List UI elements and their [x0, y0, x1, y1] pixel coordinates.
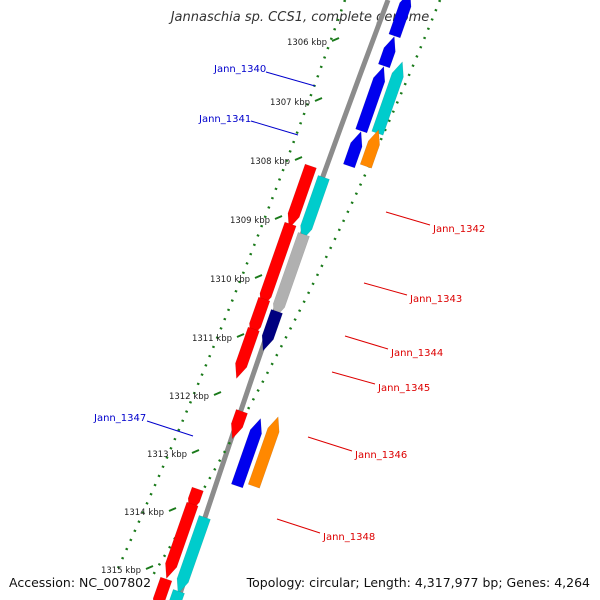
tick-label: 1312 kbp [169, 392, 209, 402]
gene-leader-line [363, 282, 408, 296]
accession-text: Accession: NC_007802 [9, 575, 152, 590]
tick-mark [145, 565, 154, 570]
cog-orange-jann1347 [247, 416, 280, 489]
cds-reverse [152, 576, 173, 600]
cds-reverse-jann1348 [165, 501, 199, 580]
tick-label: 1306 kbp [287, 38, 327, 48]
tick-label: 1310 kbp [210, 275, 250, 285]
tick-label: 1309 kbp [230, 216, 270, 226]
tick-mark [314, 97, 323, 102]
cog-orange-jann1341 [359, 129, 380, 169]
cds-reverse-jann1346 [231, 409, 248, 440]
gene-label: Jann_1342 [432, 224, 485, 235]
tick-label: 1311 kbp [192, 334, 232, 344]
gene-leader-line [344, 335, 389, 350]
tick-mark [331, 37, 340, 42]
gene-label: Jann_1340 [213, 64, 266, 75]
tick-mark [168, 507, 177, 512]
gene-label: Jann_1346 [354, 450, 407, 461]
gene-label: Jann_1348 [322, 532, 375, 543]
tick-label: 1308 kbp [250, 157, 290, 167]
cds-forward-jann1341 [343, 130, 363, 169]
tick-label: 1314 kbp [124, 508, 164, 518]
cog-cyan [169, 589, 185, 600]
gene-leader-line [276, 518, 321, 534]
genome-summary-text: Topology: circular; Length: 4,317,977 bp… [246, 575, 590, 590]
tick-mark [213, 391, 222, 396]
gene-label: Jann_1345 [377, 383, 430, 394]
gene-leader-line [307, 436, 353, 452]
cds-forward-jann1347 [231, 417, 262, 489]
cog-cyan-jann1342 [300, 175, 330, 242]
gene-leader-line [265, 71, 316, 87]
tick-label: 1313 kbp [147, 450, 187, 460]
gene-label: Jann_1344 [390, 348, 443, 359]
gene-leader-line [331, 371, 376, 385]
gene-leader-line [146, 420, 194, 437]
tick-mark [236, 333, 245, 338]
tick-label: 1307 kbp [270, 98, 310, 108]
cog-navy-jann1344 [261, 309, 283, 352]
tick-mark [274, 215, 283, 220]
gene-leader-line [250, 120, 299, 136]
gene-leader-line [385, 211, 431, 226]
gene-label: Jann_1341 [198, 114, 251, 125]
cds-reverse-jann1345 [235, 326, 260, 380]
cds-reverse-jann1342 [287, 163, 317, 230]
tick-label: 1315 kbp [101, 566, 141, 576]
tick-mark [294, 156, 303, 161]
tick-mark [191, 449, 200, 454]
map-title: Jannaschia sp. CCS1, complete genome [170, 10, 430, 25]
tick-mark [254, 274, 263, 279]
gene-label: Jann_1347 [93, 413, 146, 424]
outer-ring-dotted [148, 0, 442, 581]
cds-forward-jann1340 [355, 65, 386, 134]
cds-forward [388, 0, 412, 39]
gene-label: Jann_1343 [409, 294, 462, 305]
inner-ring-dotted [113, 0, 347, 576]
cds-forward [378, 35, 396, 69]
cog-cyan-jann1348 [176, 515, 211, 595]
